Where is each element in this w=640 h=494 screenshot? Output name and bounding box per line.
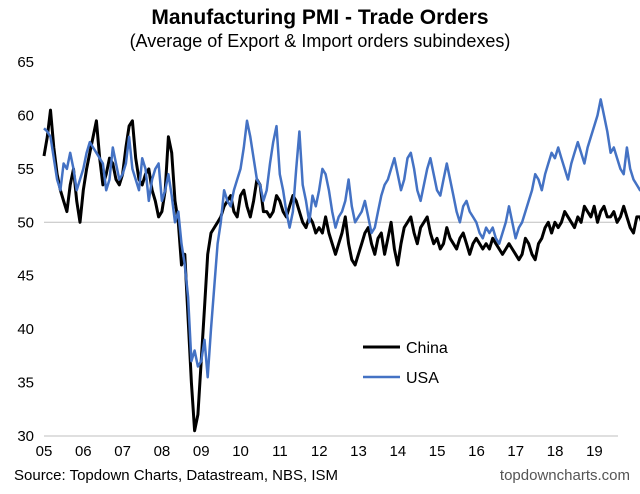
legend-label-china: China [406, 340, 448, 357]
x-tick-label: 19 [586, 443, 603, 460]
x-tick-label: 12 [311, 443, 328, 460]
series-line-china [42, 108, 640, 433]
x-tick-label: 15 [429, 443, 446, 460]
x-tick-label: 14 [389, 443, 406, 460]
x-tick-label: 11 [272, 443, 288, 460]
y-tick-label: 50 [17, 214, 34, 231]
x-tick-label: 05 [36, 443, 53, 460]
x-tick-label: 18 [547, 443, 564, 460]
y-tick-label: 45 [17, 268, 34, 285]
x-tick-label: 09 [193, 443, 210, 460]
legend-label-usa: USA [406, 370, 439, 387]
y-tick-label: 35 [17, 375, 34, 392]
x-tick-label: 06 [75, 443, 92, 460]
y-tick-label: 60 [17, 107, 34, 124]
source-note: Source: Topdown Charts, Datastream, NBS,… [14, 467, 339, 484]
y-tick-label: 65 [17, 54, 34, 71]
chart-title: Manufacturing PMI - Trade Orders [151, 6, 489, 29]
y-tick-label: 40 [17, 321, 34, 338]
x-tick-label: 08 [154, 443, 171, 460]
x-tick-label: 13 [350, 443, 367, 460]
x-tick-label: 10 [232, 443, 249, 460]
y-tick-label: 55 [17, 161, 34, 178]
brand-label: topdowncharts.com [499, 467, 630, 484]
x-tick-label: 17 [507, 443, 524, 460]
series-line-usa [43, 98, 640, 379]
chart-subtitle: (Average of Export & Import orders subin… [129, 31, 511, 51]
x-tick-label: 16 [468, 443, 485, 460]
x-tick-label: 07 [114, 443, 131, 460]
y-tick-label: 30 [17, 428, 34, 445]
